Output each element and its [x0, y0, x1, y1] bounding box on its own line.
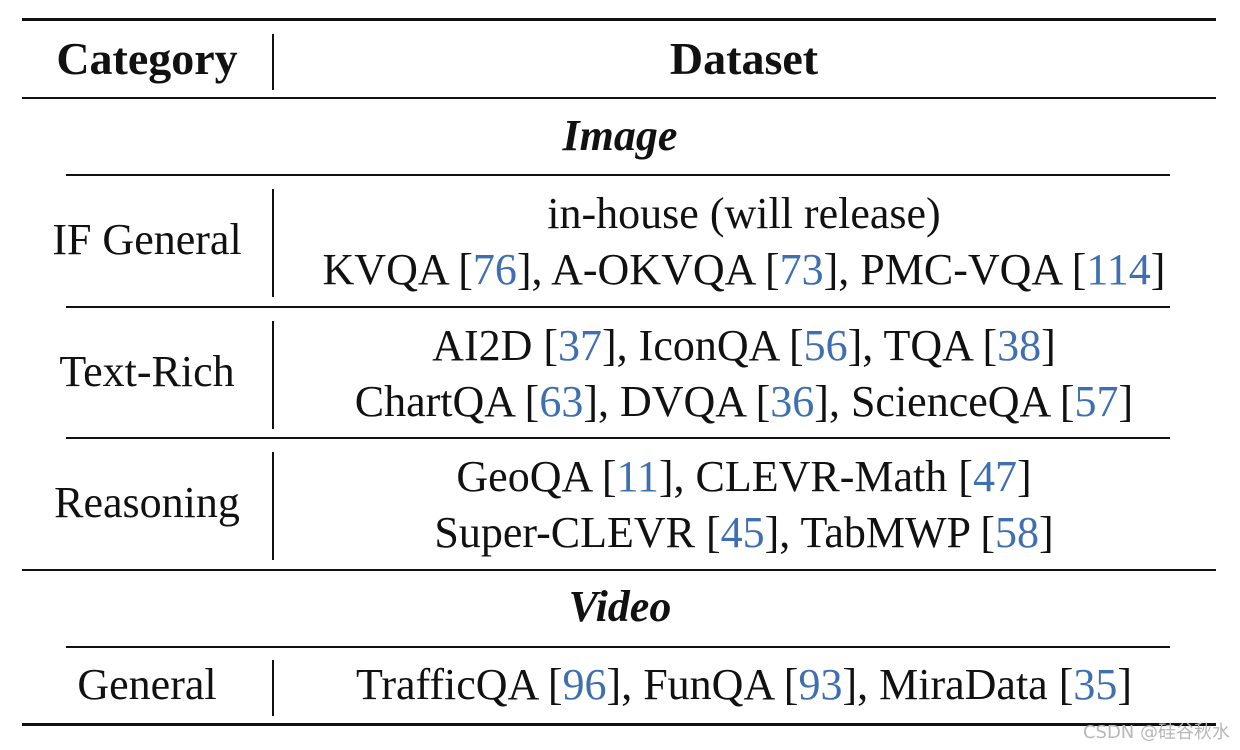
citation-link[interactable]: 63 — [539, 377, 584, 426]
column-separator — [272, 452, 274, 560]
top-rule — [22, 18, 1216, 21]
dataset-cell-text-rich: AI2D [37], IconQA [56], TQA [38] ChartQA … — [274, 318, 1214, 430]
dataset-line: in-house (will release) — [547, 189, 941, 238]
dataset-cell-if-general: in-house (will release) KVQA [76], A-OKVQ… — [274, 186, 1214, 298]
dataset-line: Super-CLEVR [45], TabMWP [58] — [434, 508, 1054, 557]
section-divider-rule — [22, 569, 1216, 571]
citation-link[interactable]: 114 — [1086, 245, 1151, 294]
watermark: CSDN @硅谷秋水 — [1082, 722, 1230, 743]
citation-link[interactable]: 35 — [1073, 660, 1118, 709]
citation-link[interactable]: 45 — [720, 508, 765, 557]
citation-link[interactable]: 58 — [995, 508, 1039, 557]
category-text-rich: Text-Rich — [59, 347, 235, 396]
column-separator — [272, 321, 274, 429]
row-divider-rule — [66, 306, 1170, 308]
citation-link[interactable]: 56 — [803, 321, 848, 370]
citation-link[interactable]: 76 — [472, 245, 517, 294]
dataset-line: ChartQA [63], DVQA [36], ScienceQA [57] — [354, 377, 1134, 426]
video-section-rule — [66, 646, 1170, 648]
dataset-cell-general: TrafficQA [96], FunQA [93], MiraData [35… — [274, 657, 1214, 713]
citation-link[interactable]: 96 — [562, 660, 607, 709]
citation-link[interactable]: 73 — [779, 245, 824, 294]
row-divider-rule — [66, 437, 1170, 439]
bottom-rule — [22, 723, 1216, 726]
column-separator — [272, 189, 274, 297]
dataset-line: AI2D [37], IconQA [56], TQA [38] — [432, 321, 1056, 370]
column-separator — [272, 34, 274, 90]
citation-link[interactable]: 38 — [997, 321, 1042, 370]
category-general: General — [77, 660, 217, 709]
image-section-rule — [66, 174, 1170, 176]
section-title-video: Video — [568, 582, 672, 631]
citation-link[interactable]: 36 — [770, 377, 815, 426]
column-separator — [272, 660, 274, 716]
dataset-line: GeoQA [11], CLEVR-Math [47] — [456, 452, 1032, 501]
dataset-header: Dataset — [669, 33, 819, 84]
citation-link[interactable]: 37 — [558, 321, 603, 370]
category-header: Category — [56, 33, 238, 84]
dataset-cell-reasoning: GeoQA [11], CLEVR-Math [47] Super-CLEVR [… — [274, 449, 1214, 561]
dataset-line: TrafficQA [96], FunQA [93], MiraData [35… — [355, 660, 1133, 709]
header-bottom-rule — [22, 97, 1216, 99]
category-reasoning: Reasoning — [54, 478, 240, 527]
citation-link[interactable]: 47 — [972, 452, 1017, 501]
citation-link[interactable]: 93 — [798, 660, 843, 709]
citation-link[interactable]: 57 — [1074, 377, 1119, 426]
dataset-line: KVQA [76], A-OKVQA [73], PMC-VQA [114] — [322, 245, 1166, 294]
citation-link[interactable]: 11 — [616, 452, 659, 501]
section-title-image: Image — [562, 111, 678, 160]
category-if-general: IF General — [52, 215, 242, 264]
